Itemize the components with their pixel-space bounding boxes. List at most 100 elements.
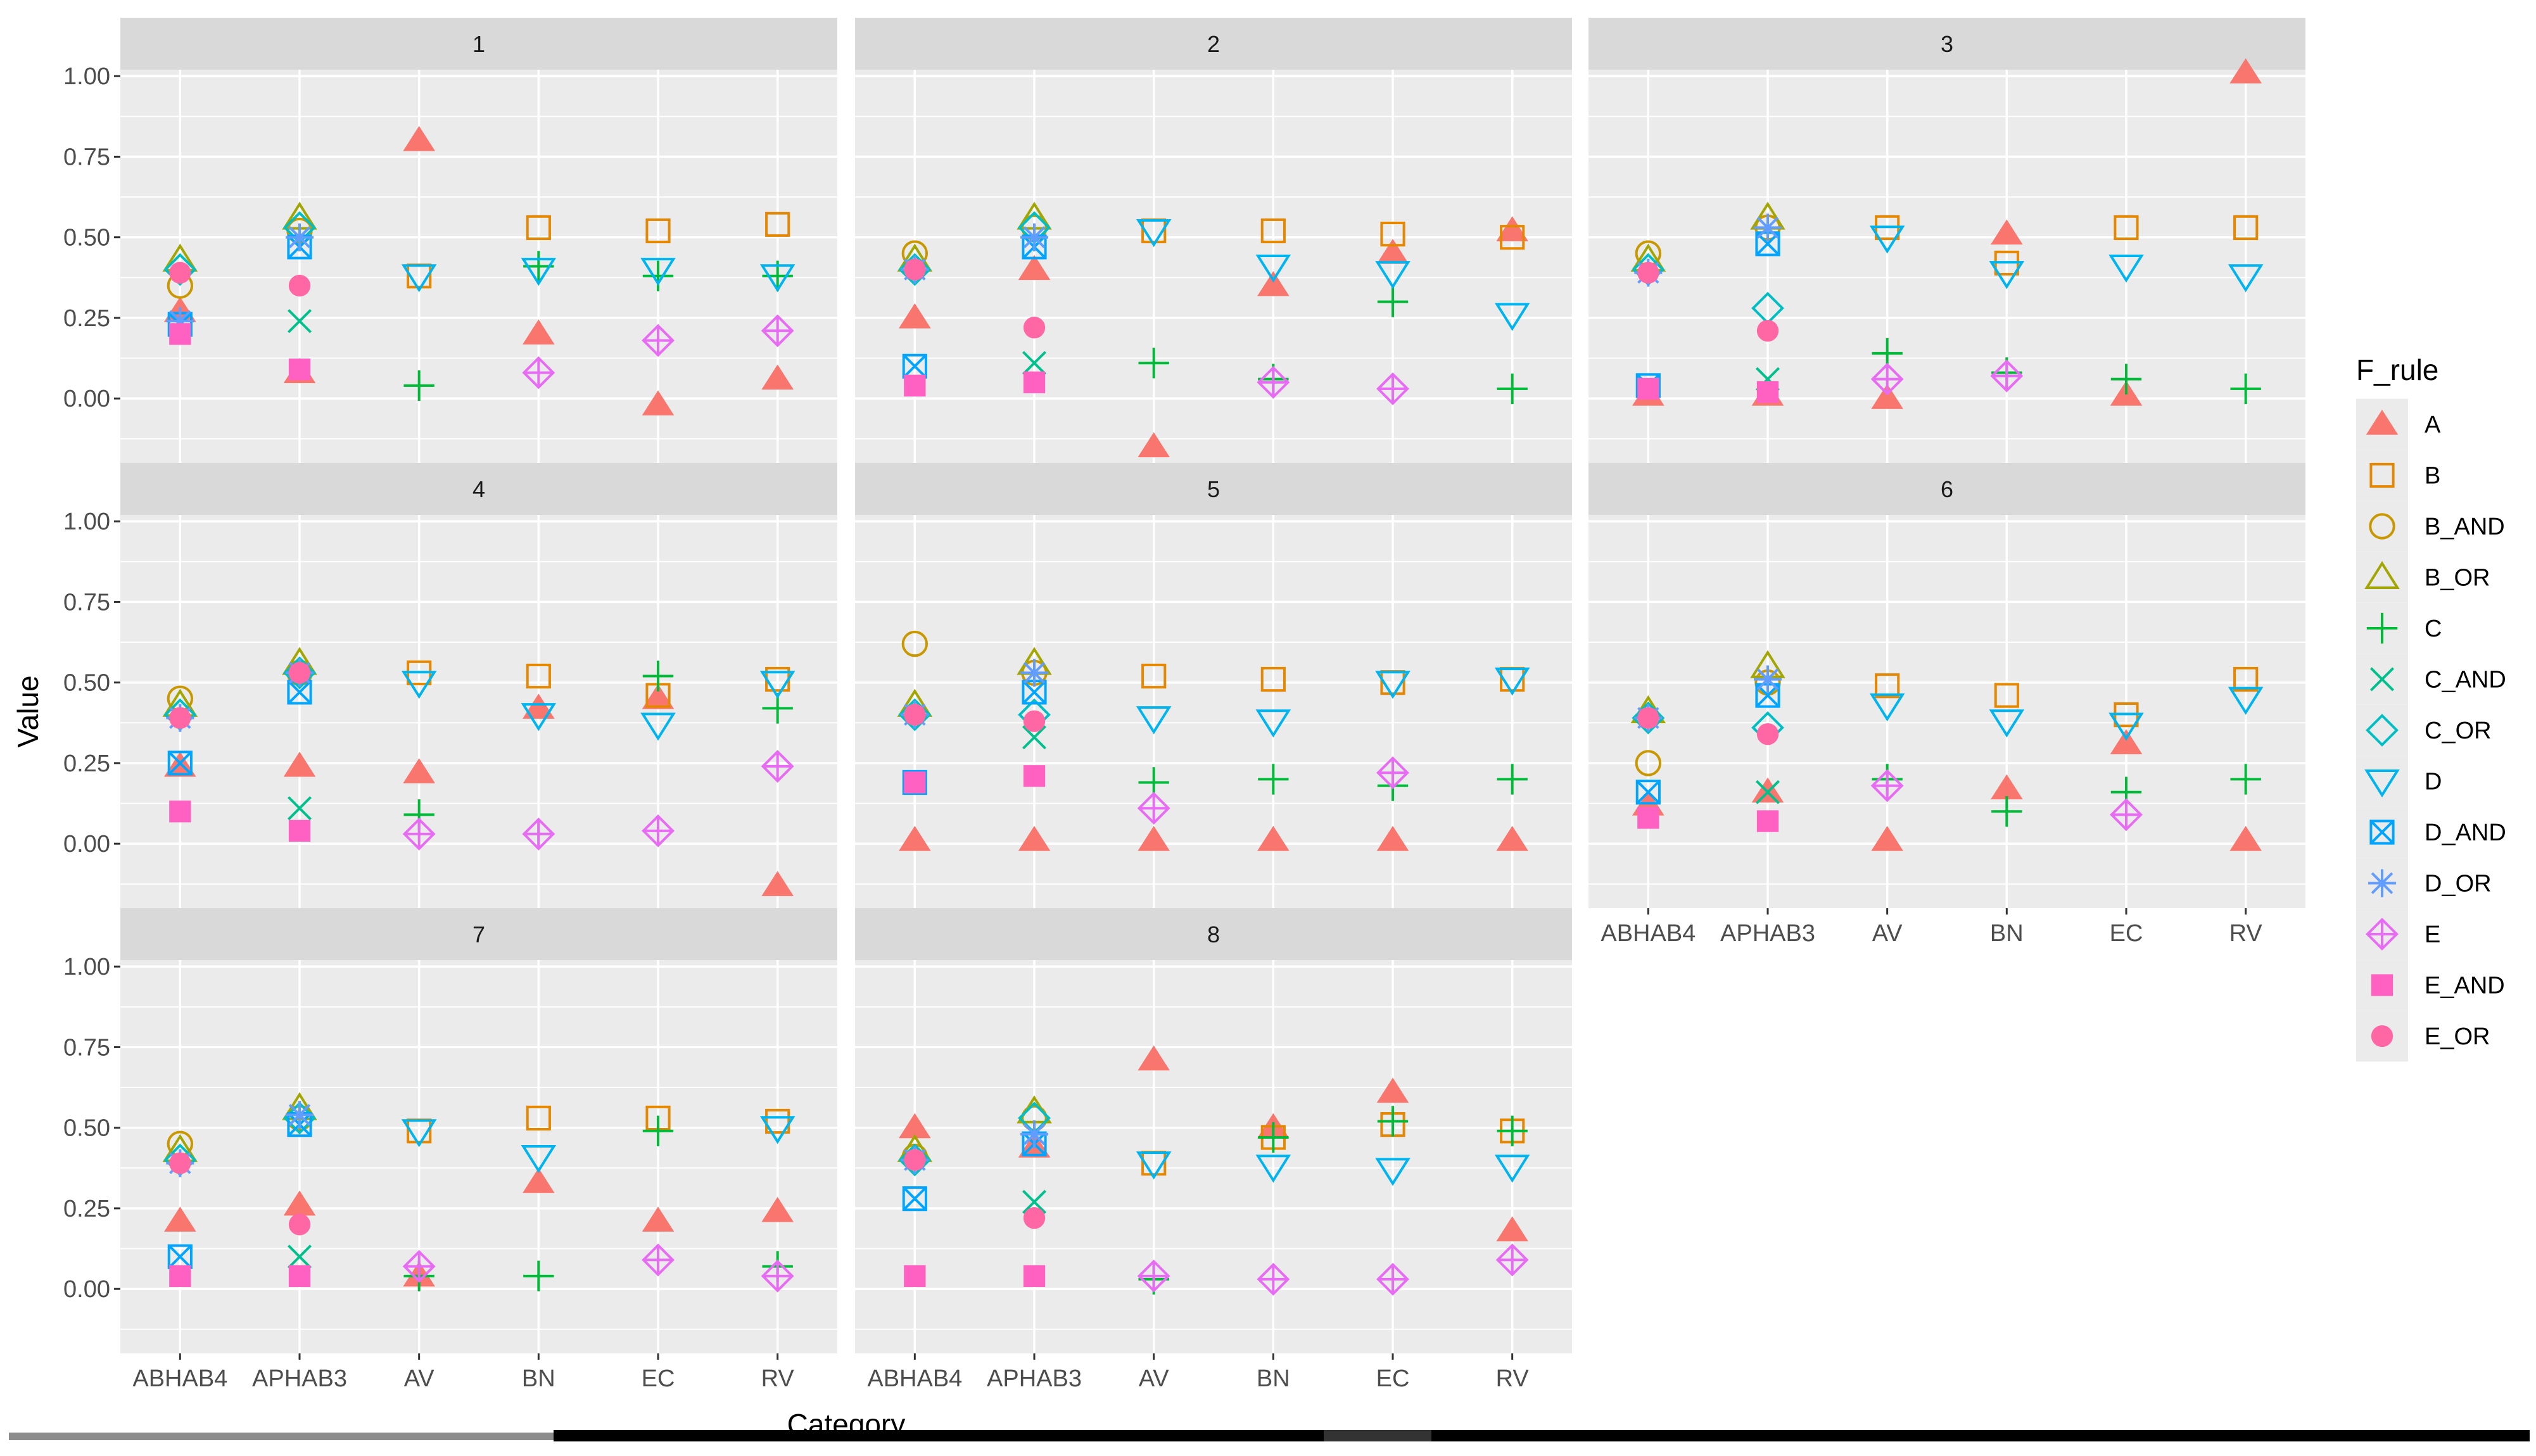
point-a xyxy=(523,319,555,345)
point-c xyxy=(2230,373,2261,405)
point-d-or xyxy=(1754,213,1782,242)
legend-label-b: B xyxy=(2425,463,2440,490)
point-a xyxy=(642,1206,675,1232)
point-e-or xyxy=(169,262,191,284)
point-e-or xyxy=(1756,320,1779,342)
scrollbar-thumb[interactable] xyxy=(1324,1430,1431,1441)
point-b xyxy=(526,663,551,689)
legend-key-e-and xyxy=(2371,974,2393,996)
y-tick-label: 0.00 xyxy=(63,831,110,858)
y-tick-label: 0.25 xyxy=(63,1196,110,1222)
legend-label-c: C xyxy=(2425,616,2442,642)
point-e-and xyxy=(1637,377,1659,400)
point-a xyxy=(1376,1077,1409,1103)
facet-strip-label: 5 xyxy=(1207,476,1220,502)
point-c-and xyxy=(287,796,312,821)
point-c xyxy=(642,661,674,692)
point-c-and xyxy=(1022,351,1047,376)
x-tick-label-aphab3: APHAB3 xyxy=(252,1365,347,1392)
point-c-or xyxy=(898,698,932,731)
point-a xyxy=(899,303,931,329)
point-e xyxy=(1990,359,2024,393)
panel-background xyxy=(120,70,837,463)
point-e-and xyxy=(1023,371,1046,393)
x-tick-label-ec: EC xyxy=(1376,1365,1410,1392)
point-a xyxy=(1376,239,1409,264)
y-tick-label: 0.75 xyxy=(63,1034,110,1061)
legend-key-e xyxy=(2366,918,2399,951)
point-b xyxy=(526,215,551,241)
x-tick-label-rv: RV xyxy=(761,1365,795,1392)
point-d-or xyxy=(286,223,314,251)
point-d xyxy=(1375,671,1411,699)
legend-key-background xyxy=(2356,704,2408,756)
legend-key-c-and xyxy=(2369,667,2395,692)
point-d xyxy=(2228,687,2264,715)
point-e xyxy=(1495,1243,1529,1277)
point-d-and xyxy=(902,353,927,379)
panel-background xyxy=(1588,515,2305,908)
point-e-and xyxy=(288,1265,311,1287)
point-e xyxy=(761,750,794,783)
point-c-or xyxy=(898,1143,932,1177)
x-tick-label-aphab3: APHAB3 xyxy=(987,1365,1082,1392)
point-b-and xyxy=(901,630,929,657)
point-c xyxy=(1377,286,1409,317)
legend-label-d-and: D_AND xyxy=(2425,820,2506,846)
point-a xyxy=(642,390,675,415)
facet-panel-8: 8 ABHAB4 APHAB3 AV BN EC RV xyxy=(855,908,1572,1392)
point-b xyxy=(765,212,790,237)
facet-strip-label: 6 xyxy=(1941,476,1953,502)
panel-background xyxy=(855,515,1572,908)
legend-label-b-and: B_AND xyxy=(2425,514,2505,540)
point-d xyxy=(521,1145,557,1174)
point-e-or xyxy=(288,662,311,684)
point-c xyxy=(2230,764,2261,795)
point-e-and xyxy=(1023,1265,1046,1287)
facet-panel-7: 7 1.00 0.75 0.50 0.25 0.00 ABHAB4 APHAB3 AV BN EC R… xyxy=(63,908,837,1392)
legend-label-c-and: C_AND xyxy=(2425,667,2506,693)
facet-strip-label: 4 xyxy=(472,476,485,502)
point-d-and xyxy=(1635,780,1661,805)
point-e-or xyxy=(169,707,191,729)
scrollbar-track-left xyxy=(9,1433,554,1440)
point-a xyxy=(283,751,316,777)
legend-label-b-or: B_OR xyxy=(2425,565,2490,592)
x-tick-label-av: AV xyxy=(404,1365,435,1392)
x-tick-label-ec: EC xyxy=(2110,920,2143,947)
y-tick-label: 1.00 xyxy=(63,63,110,90)
point-e-or xyxy=(169,1152,191,1174)
point-d xyxy=(1494,303,1530,331)
point-a xyxy=(761,1196,794,1222)
point-a xyxy=(164,1206,196,1232)
point-d xyxy=(401,671,437,699)
legend-label-e-or: E_OR xyxy=(2425,1023,2490,1050)
legend-key-a xyxy=(2366,409,2399,435)
point-d xyxy=(1989,709,2025,738)
point-c-and xyxy=(287,1244,312,1269)
point-e-and xyxy=(904,1265,926,1287)
point-e-or xyxy=(1023,710,1046,732)
point-c xyxy=(1497,373,1528,405)
point-d xyxy=(521,258,557,286)
scrollbar-track[interactable] xyxy=(554,1430,2530,1441)
point-b xyxy=(1141,663,1167,689)
legend: F_rule AB B_AND B_OR C C_AND C_OR D D_AND D_OR E E_… xyxy=(2356,353,2506,1062)
point-a xyxy=(761,364,794,390)
legend-label-e: E xyxy=(2425,921,2440,948)
point-a xyxy=(1991,774,2023,800)
x-tick-label-abhab4: ABHAB4 xyxy=(132,1365,227,1392)
point-b-and xyxy=(1635,750,1662,776)
facet-panel-1: 1 1.00 0.75 0.50 0.25 0.00 xyxy=(63,18,837,463)
legend-key-b-or xyxy=(2364,560,2400,589)
y-tick-label: 0.25 xyxy=(63,305,110,332)
point-d xyxy=(1494,668,1530,696)
x-tick-label-rv: RV xyxy=(1496,1365,1530,1392)
point-d xyxy=(401,1119,437,1148)
point-e-and xyxy=(1756,381,1779,403)
point-a xyxy=(2229,58,2262,84)
point-a xyxy=(1257,826,1290,851)
point-e xyxy=(761,1259,794,1293)
point-c-or xyxy=(283,656,316,690)
